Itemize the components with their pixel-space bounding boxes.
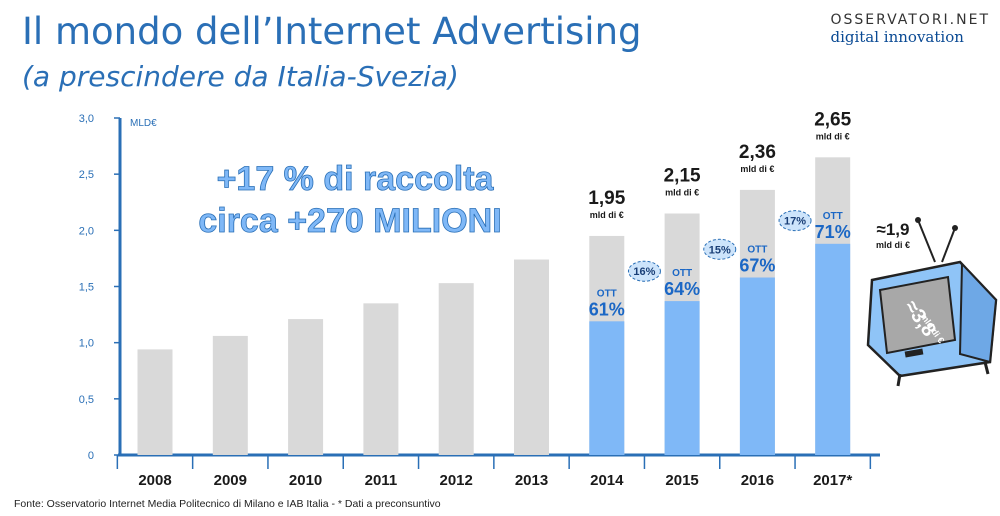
tv-side-value: ≈1,9 [877, 220, 910, 239]
source-note: Fonte: Osservatorio Internet Media Polit… [14, 498, 441, 510]
bar-total-2011 [363, 303, 399, 455]
bar-total-2010 [288, 319, 324, 455]
x-tick-label: 2015 [665, 472, 698, 489]
bar-total-2012 [438, 283, 474, 455]
ott-percent-label: 71% [815, 222, 851, 242]
x-tick-label: 2011 [365, 472, 398, 489]
growth-label: 16% [633, 266, 655, 278]
growth-badge [627, 260, 661, 282]
y-tick-label: 1,5 [79, 282, 94, 294]
total-value-label: 2,65 [814, 109, 851, 130]
y-tick-label: 0 [88, 450, 94, 462]
x-tick-label: 2012 [440, 472, 473, 489]
y-axis-ticks: 0 0,5 1,0 1,5 2,0 2,5 3,0 [79, 113, 872, 469]
y-tick-label: 3,0 [79, 113, 94, 125]
x-tick-label: 2017* [813, 472, 852, 489]
total-value-label: 2,15 [664, 165, 701, 186]
growth-label: 17% [784, 216, 806, 228]
headline-line-2: circa +270 MILIONI [198, 202, 501, 240]
growth-badge [778, 210, 812, 232]
headline-line-1: +17 % di raccolta [217, 160, 495, 198]
total-value-label: 2,36 [739, 142, 776, 163]
y-axis-unit: MLD€ [130, 118, 157, 129]
ott-percent-label: 64% [664, 279, 700, 299]
ott-percent-label: 61% [589, 299, 625, 319]
ott-percent-label: 67% [739, 256, 775, 276]
ott-label: OTT [672, 268, 692, 279]
x-tick-label: 2014 [590, 472, 624, 489]
bar-total-2013 [514, 259, 549, 455]
bars-group [137, 157, 851, 456]
bar-ott-2016 [739, 277, 775, 455]
y-tick-label: 2,5 [79, 169, 94, 181]
headline: +17 % di raccolta circa +270 MILIONI [198, 160, 502, 241]
logo-top-text: OSSERVATORI.NET [830, 12, 990, 28]
logo-bottom-text: digital innovation [830, 28, 964, 46]
bar-total-2009 [212, 335, 248, 455]
x-tick-label: 2010 [289, 472, 322, 489]
page-subtitle: (a prescindere da Italia-Svezia) [22, 60, 459, 93]
total-unit-label: mld di € [590, 210, 624, 220]
bar-ott-2014 [589, 321, 625, 455]
bar-total-2008 [137, 349, 173, 455]
growth-label: 15% [709, 244, 731, 256]
ott-label: OTT [823, 211, 843, 222]
ott-label: OTT [747, 245, 767, 256]
total-value-label: 1,95 [588, 188, 625, 209]
bar-ott-2017* [815, 243, 851, 455]
page-title: Il mondo dell’Internet Advertising [22, 10, 642, 53]
x-tick-label: 2016 [741, 472, 774, 489]
y-tick-label: 1,0 [79, 338, 94, 350]
bar-ott-2015 [664, 301, 700, 455]
tv-icon: ≈3,8 mld di € [866, 217, 998, 387]
growth-badge [703, 238, 737, 260]
x-tick-label: 2008 [138, 472, 171, 489]
total-unit-label: mld di € [816, 131, 850, 141]
tv-side-label: ≈1,9 mld di € [876, 220, 910, 250]
y-tick-label: 0,5 [79, 394, 94, 406]
total-unit-label: mld di € [665, 187, 699, 197]
advertising-bar-chart: 0 0,5 1,0 1,5 2,0 2,5 3,0 MLD€ 2008 2009 2010 201… [79, 109, 998, 489]
osservatori-logo: OSSERVATORI.NET digital innovation [830, 12, 990, 46]
tv-side-unit: mld di € [876, 240, 910, 250]
ott-label: OTT [597, 288, 617, 299]
total-unit-label: mld di € [740, 164, 774, 174]
y-tick-label: 2,0 [79, 225, 94, 237]
x-tick-label: 2013 [515, 472, 548, 489]
x-tick-label: 2009 [214, 472, 247, 489]
labels-group: 2008 2009 2010 2011 2012 2013 2014 2015 2016 2017… [138, 109, 852, 489]
